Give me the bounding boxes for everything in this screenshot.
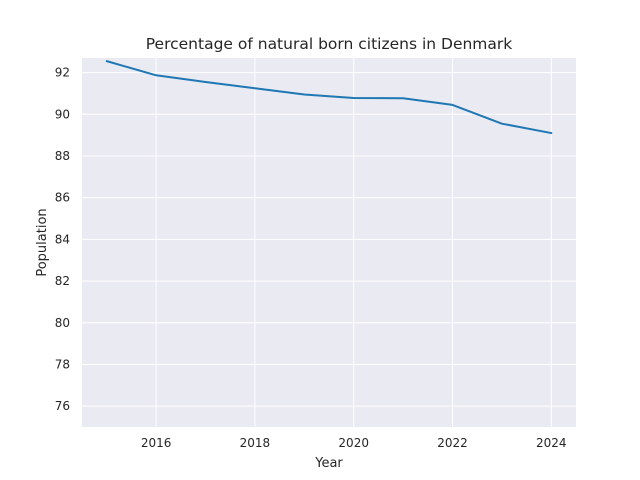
grid bbox=[82, 58, 576, 427]
y-axis-label: Population bbox=[35, 208, 50, 276]
y-tick-label: 90 bbox=[55, 107, 70, 121]
y-tick-label: 92 bbox=[55, 66, 70, 80]
y-tick-label: 78 bbox=[55, 357, 70, 371]
x-tick-label: 2018 bbox=[240, 436, 271, 450]
x-tick-label: 2016 bbox=[141, 436, 172, 450]
x-axis-label: Year bbox=[314, 456, 343, 471]
series-line bbox=[105, 60, 553, 135]
y-tick-label: 76 bbox=[55, 399, 70, 413]
y-tick-label: 88 bbox=[55, 149, 70, 163]
y-tick-label: 86 bbox=[55, 191, 70, 205]
x-axis-ticks: 2016 2018 2020 2022 2024 bbox=[141, 436, 567, 450]
chart-title: Percentage of natural born citizens in D… bbox=[146, 35, 513, 53]
y-axis-ticks: 76 78 80 82 84 86 88 90 92 bbox=[55, 66, 70, 414]
series-group bbox=[105, 60, 553, 135]
x-tick-label: 2022 bbox=[437, 436, 468, 450]
y-tick-label: 80 bbox=[55, 316, 70, 330]
x-tick-label: 2024 bbox=[536, 436, 567, 450]
y-tick-label: 82 bbox=[55, 274, 70, 288]
y-tick-label: 84 bbox=[55, 232, 70, 246]
x-tick-label: 2020 bbox=[338, 436, 369, 450]
